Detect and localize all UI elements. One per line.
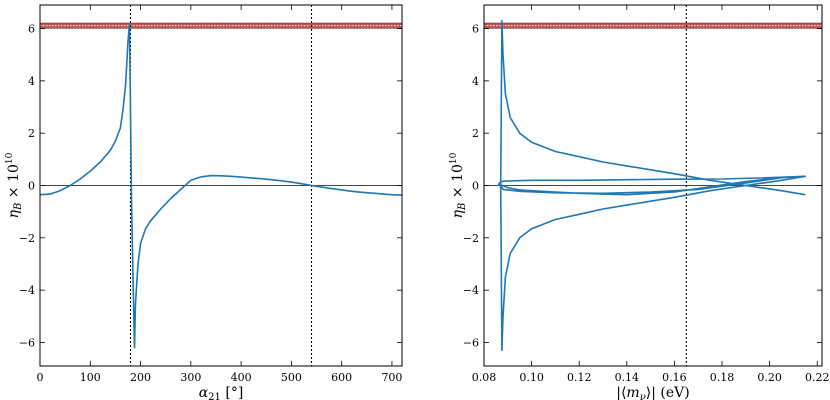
x-tick-label: 0.08 [472, 371, 497, 384]
x-tick-label: 100 [80, 371, 101, 384]
x-tick-label: 0.20 [757, 371, 782, 384]
y-tick-label: 6 [28, 23, 35, 36]
y-tick-label: −4 [463, 284, 479, 297]
x-tick-label: 400 [231, 371, 252, 384]
y-tick-label: 4 [472, 75, 479, 88]
x-tick-label: 0.22 [805, 371, 830, 384]
y-axis-label: ηB × 1010 [449, 152, 468, 218]
left-panel: 0 100 200 300 400 500 600 700 −6 −4 −2 0 2 4 6 α21 [°] η… [5, 4, 403, 400]
y-tick-label: 0 [472, 180, 479, 193]
x-tick-label: 0.18 [710, 371, 735, 384]
x-tick-label: 0.10 [519, 371, 544, 384]
y-tick-label: 2 [472, 127, 479, 140]
x-tick-label: 0.16 [662, 371, 687, 384]
x-axis-label: α21 [°] [199, 385, 244, 400]
y-tick-label: −6 [463, 336, 479, 349]
y-tick-label: 4 [28, 75, 35, 88]
x-tick-label: 0.14 [615, 371, 640, 384]
y-tick-label: −6 [19, 336, 35, 349]
y-axis-label: ηB × 1010 [5, 152, 24, 218]
x-tick-label: 0 [37, 371, 44, 384]
y-tick-label: 6 [472, 23, 479, 36]
y-tick-label: −2 [463, 232, 479, 245]
plot-area [484, 5, 822, 366]
x-tick-label: 500 [281, 371, 302, 384]
right-panel: 0.08 0.10 0.12 0.14 0.16 0.18 0.20 0.22 −6 −4 −2 0 2… [449, 4, 830, 400]
y-tick-label: −2 [19, 232, 35, 245]
x-tick-label: 300 [180, 371, 201, 384]
x-axis-label: |⟨mν⟩| (eV) [616, 385, 690, 400]
x-tick-label: 0.12 [567, 371, 592, 384]
x-tick-label: 600 [331, 371, 352, 384]
y-tick-label: 0 [28, 180, 35, 193]
y-tick-label: −4 [19, 284, 35, 297]
x-tick-label: 700 [381, 371, 402, 384]
y-tick-label: 2 [28, 127, 35, 140]
x-tick-label: 200 [130, 371, 151, 384]
plot-area [40, 5, 402, 366]
series-line [40, 22, 402, 349]
series-line [497, 19, 807, 196]
series-line [499, 175, 806, 352]
